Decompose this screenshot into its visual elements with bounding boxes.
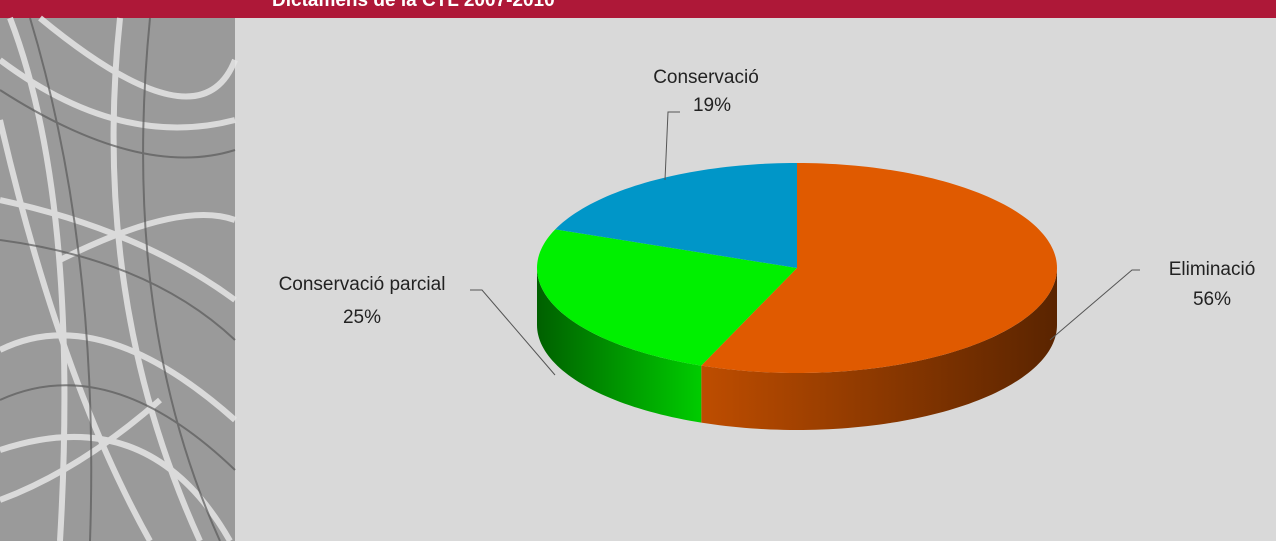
slice-label: Conservació xyxy=(653,67,759,88)
slice-side xyxy=(537,268,702,423)
slide-title: Dictàmens de la CTL 2007-2010 xyxy=(272,0,555,11)
slice-value: 19% xyxy=(693,95,731,116)
banner: Dictàmens de la CTL 2007-2010 xyxy=(0,0,1276,18)
slice xyxy=(701,163,1057,373)
paper-image xyxy=(0,15,238,541)
slice-value: 25% xyxy=(343,307,381,328)
leader-line xyxy=(470,289,556,376)
leader-line xyxy=(664,111,680,181)
slice xyxy=(537,229,797,366)
slice-value: 56% xyxy=(1193,289,1231,310)
leader-line xyxy=(1049,269,1140,341)
slice xyxy=(555,163,797,268)
slice-side xyxy=(701,268,1057,430)
slice-label: Conservació parcial xyxy=(279,274,446,295)
slice-label: Eliminació xyxy=(1169,259,1256,280)
